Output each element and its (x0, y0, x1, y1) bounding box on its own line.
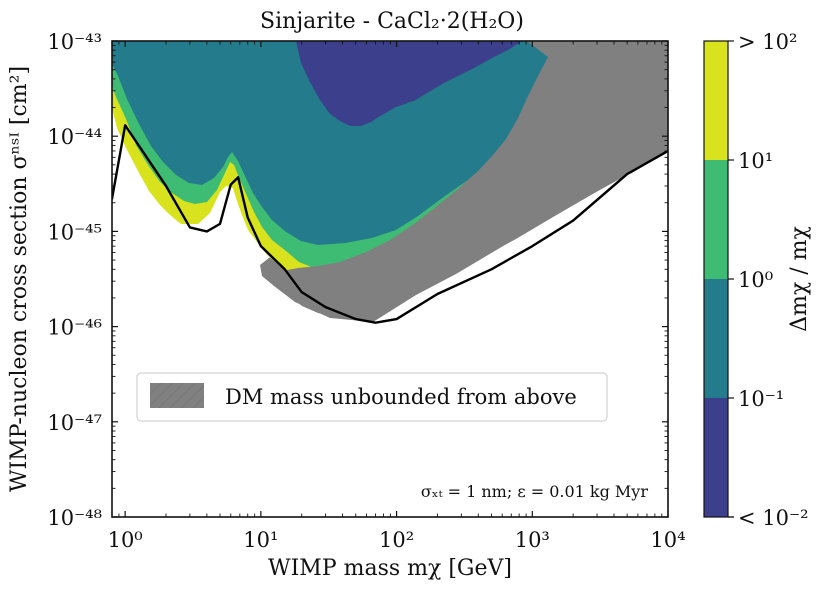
x-tick-label: 10⁰ (108, 528, 143, 552)
y-tick-label: 10⁻⁴⁴ (47, 125, 102, 149)
x-tick-label: 10⁴ (650, 528, 685, 552)
y-axis-label: WIMP-nucleon cross section σⁿˢᴵ [cm²] (7, 66, 32, 492)
legend-swatch (150, 383, 204, 408)
region-teal (112, 41, 668, 245)
colorbar-band-lt-1e-2 (704, 398, 728, 517)
colorbar-tick-label: 10⁻¹ (738, 387, 784, 411)
legend-box (136, 372, 608, 422)
x-axis-label: WIMP mass mχ [GeV] (268, 556, 512, 581)
y-tick-label: 10⁻⁴⁷ (47, 411, 102, 435)
x-axis: 10⁰ 10¹ 10² 10³ 10⁴ (108, 41, 686, 552)
region-indigo (140, 41, 522, 126)
experiment-annotation: σₓₜ = 1 nm; ε = 0.01 kg Myr (421, 482, 648, 501)
y-tick-label: 10⁻⁴³ (47, 30, 102, 54)
colorbar: Δmχ / mχ > 10² 10¹ 10⁰ 10⁻¹ < 10⁻² (703, 30, 812, 530)
boundary-curve (112, 124, 668, 324)
x-tick-label: 10¹ (243, 528, 278, 552)
colorbar-band-1e0 (704, 279, 728, 398)
x-tick-label: 10³ (515, 528, 550, 552)
region-gray-overlay (268, 41, 668, 317)
colorbar-label: Δmχ / mχ (787, 226, 812, 332)
boundary-layer (112, 124, 668, 324)
legend: DM mass unbounded from above (136, 372, 608, 422)
chart-title: Sinjarite - CaCl₂·2(H₂O) (260, 9, 524, 34)
colorbar-tick-label: 10¹ (738, 149, 773, 173)
y-tick-label: 10⁻⁴⁵ (47, 220, 102, 244)
colorbar-tick-label: 10⁰ (738, 268, 773, 292)
x-tick-label: 10² (379, 528, 414, 552)
y-tick-label: 10⁻⁴⁸ (47, 506, 102, 530)
colorbar-band-gt-1e2 (704, 41, 728, 160)
colorbar-tick-label: > 10² (738, 30, 797, 54)
y-axis: 10⁻⁴³ 10⁻⁴⁴ 10⁻⁴⁵ 10⁻⁴⁶ 10⁻⁴⁷ 10⁻⁴⁸ (47, 30, 668, 530)
colorbar-tick-label: < 10⁻² (738, 506, 809, 530)
colorbar-band-1e1 (704, 160, 728, 279)
y-tick-label: 10⁻⁴⁶ (47, 316, 102, 340)
legend-label: DM mass unbounded from above (225, 385, 577, 409)
